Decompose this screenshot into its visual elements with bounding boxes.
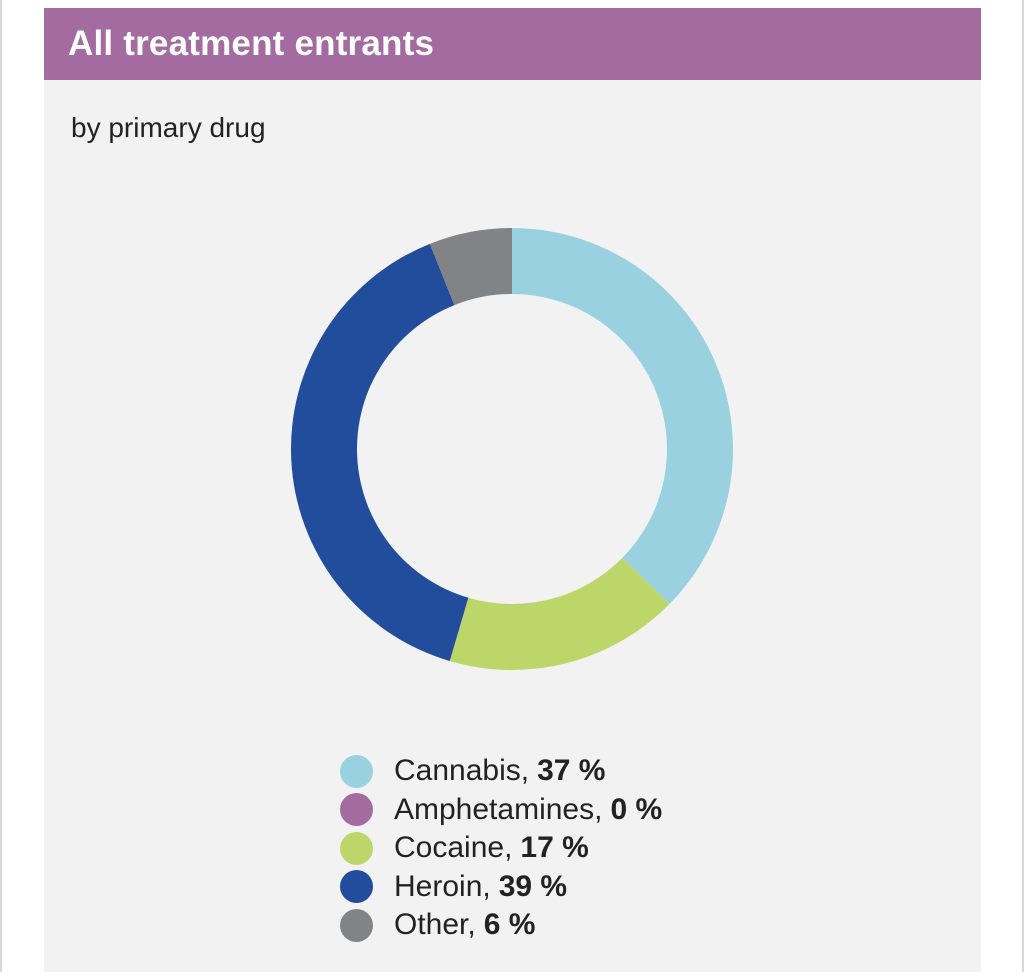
card-title: All treatment entrants	[68, 24, 435, 63]
legend-label-cannabis: Cannabis,	[394, 754, 530, 788]
left-border	[0, 0, 2, 972]
donut-slice-cocaine	[449, 557, 670, 670]
legend-value-other: 6 %	[483, 908, 536, 942]
legend-swatch-other	[340, 908, 373, 942]
legend-item-amphetamines: Amphetamines, 0 %	[340, 791, 662, 830]
legend-value-heroin: 39 %	[498, 869, 568, 903]
donut-slice-cannabis	[512, 228, 733, 605]
legend-swatch-cannabis	[340, 754, 373, 788]
legend-label-heroin: Heroin,	[394, 869, 491, 903]
chart-card: All treatment entrants by primary drug C…	[44, 8, 981, 972]
legend-item-cannabis: Cannabis, 37 %	[340, 752, 662, 791]
card-header: All treatment entrants	[44, 8, 981, 80]
legend-label-amphetamines: Amphetamines,	[394, 792, 603, 826]
chart-legend: Cannabis, 37 % Amphetamines, 0 % Cocaine, 1…	[340, 752, 662, 945]
card-subtitle: by primary drug	[71, 112, 266, 143]
legend-swatch-heroin	[340, 870, 373, 904]
legend-label-other: Other,	[394, 908, 476, 942]
right-border	[1022, 0, 1024, 972]
legend-item-heroin: Heroin, 39 %	[340, 868, 662, 907]
legend-swatch-cocaine	[340, 831, 373, 865]
legend-item-cocaine: Cocaine, 17 %	[340, 829, 662, 868]
legend-value-cocaine: 17 %	[520, 831, 589, 865]
donut-chart	[290, 228, 733, 670]
donut-slice-other	[429, 228, 512, 306]
legend-swatch-amphetamines	[340, 793, 373, 827]
legend-value-amphetamines: 0 %	[610, 792, 663, 826]
legend-value-cannabis: 37 %	[537, 754, 606, 788]
legend-label-cocaine: Cocaine,	[394, 831, 513, 865]
legend-item-other: Other, 6 %	[340, 906, 662, 945]
donut-slice-heroin	[290, 243, 469, 662]
